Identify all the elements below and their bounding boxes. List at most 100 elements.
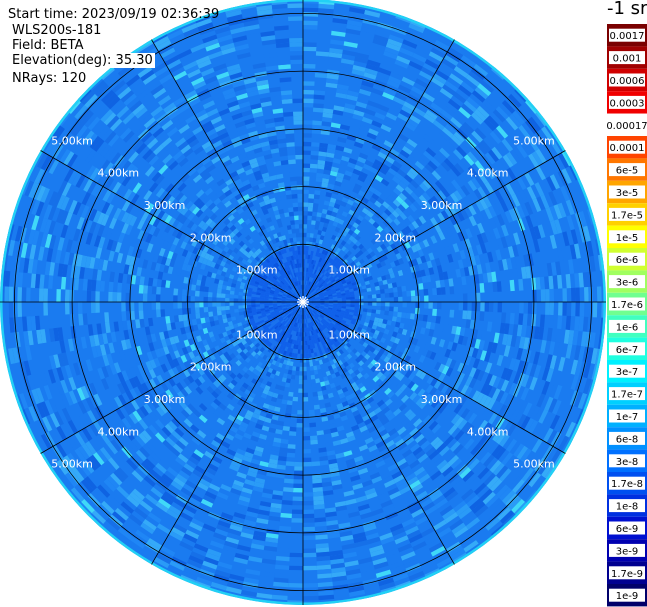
heatmap-cell <box>444 207 453 218</box>
heatmap-cell <box>292 505 303 510</box>
heatmap-cell <box>222 364 229 372</box>
heatmap-cell <box>499 391 509 405</box>
heatmap-cell <box>328 303 334 306</box>
heatmap-cell <box>391 342 398 350</box>
heatmap-cell <box>447 253 454 263</box>
heatmap-cell <box>258 325 264 331</box>
heatmap-cell <box>168 109 181 120</box>
heatmap-cell <box>268 300 273 302</box>
heatmap-cell <box>389 466 401 476</box>
heatmap-cell <box>247 90 259 98</box>
heatmap-cell <box>278 270 283 276</box>
heatmap-cell <box>113 470 126 483</box>
heatmap-cell <box>331 571 347 578</box>
heatmap-cell <box>148 215 157 226</box>
heatmap-cell <box>243 264 249 270</box>
heatmap-cell <box>208 331 215 338</box>
heatmap-cell <box>557 274 563 289</box>
heatmap-cell <box>116 467 129 480</box>
heatmap-cell <box>265 356 271 362</box>
heatmap-cell <box>273 317 278 321</box>
heatmap-cell <box>323 222 329 228</box>
heatmap-cell <box>283 421 291 427</box>
heatmap-cell <box>234 452 245 460</box>
heatmap-cell <box>205 466 217 476</box>
heatmap-cell <box>245 511 258 518</box>
heatmap-cell <box>398 461 410 471</box>
heatmap-cell <box>557 247 564 262</box>
heatmap-cell <box>455 326 462 336</box>
heatmap-cell <box>316 312 321 316</box>
heatmap-cell <box>284 290 289 294</box>
heatmap-cell <box>363 277 369 282</box>
heatmap-cell <box>432 288 437 296</box>
heatmap-cell <box>316 271 321 276</box>
heatmap-cell <box>343 41 358 48</box>
heatmap-cell <box>284 129 295 135</box>
heatmap-cell <box>491 444 503 458</box>
heatmap-cell <box>371 476 383 484</box>
heatmap-cell <box>392 96 406 106</box>
heatmap-cell <box>320 286 325 291</box>
heatmap-cell <box>306 267 309 273</box>
heatmap-cell <box>318 292 323 295</box>
heatmap-cell <box>395 321 401 328</box>
heatmap-cell <box>404 355 411 363</box>
heatmap-cell <box>224 143 235 152</box>
heatmap-cell <box>210 401 219 410</box>
heatmap-cell <box>527 419 539 434</box>
heatmap-cell <box>309 233 314 238</box>
heatmap-cell <box>291 305 296 308</box>
heatmap-cell <box>283 257 288 263</box>
heatmap-cell <box>253 408 262 416</box>
heatmap-cell <box>311 215 317 221</box>
heatmap-cell <box>508 358 517 371</box>
heatmap-cell <box>401 268 408 276</box>
heatmap-cell <box>63 151 75 166</box>
heatmap-cell <box>339 276 345 281</box>
heatmap-cell <box>73 362 81 376</box>
heatmap-cell <box>311 298 316 300</box>
heatmap-cell <box>25 345 32 361</box>
heatmap-cell <box>241 160 251 168</box>
heatmap-cell <box>354 164 363 172</box>
heatmap-cell <box>288 329 293 335</box>
heatmap-cell <box>283 277 288 282</box>
heatmap-cell <box>308 308 313 312</box>
heatmap-cell <box>220 135 231 144</box>
heatmap-cell <box>342 273 348 279</box>
heatmap-cell <box>506 423 517 437</box>
heatmap-cell <box>403 421 414 430</box>
heatmap-cell <box>203 291 209 297</box>
heatmap-cell <box>85 457 98 471</box>
heatmap-cell <box>183 418 193 428</box>
heatmap-cell <box>60 210 69 225</box>
heatmap-cell <box>439 130 451 142</box>
heatmap-cell <box>104 312 110 323</box>
heatmap-cell <box>31 259 38 274</box>
heatmap-cell <box>409 443 421 453</box>
heatmap-cell <box>110 240 118 252</box>
heatmap-cell <box>484 439 496 452</box>
heatmap-cell <box>303 457 312 463</box>
heatmap-cell <box>125 283 131 293</box>
heatmap-cell <box>256 323 262 328</box>
heatmap-cell <box>282 294 287 297</box>
heatmap-cell <box>446 195 456 206</box>
heatmap-cell <box>324 305 329 308</box>
heatmap-cell <box>312 391 318 397</box>
heatmap-cell <box>93 235 102 248</box>
heatmap-cell <box>330 562 345 569</box>
heatmap-cell <box>329 315 334 320</box>
heatmap-cell <box>241 392 249 400</box>
heatmap-cell <box>207 302 213 307</box>
heatmap-cell <box>300 258 303 264</box>
heatmap-cell <box>261 323 267 328</box>
heatmap-cell <box>509 312 515 325</box>
heatmap-cell <box>197 256 205 264</box>
heatmap-cell <box>494 189 504 202</box>
heatmap-cell <box>339 411 347 418</box>
heatmap-cell <box>333 256 339 262</box>
heatmap-cell <box>345 308 350 312</box>
heatmap-cell <box>391 470 403 480</box>
